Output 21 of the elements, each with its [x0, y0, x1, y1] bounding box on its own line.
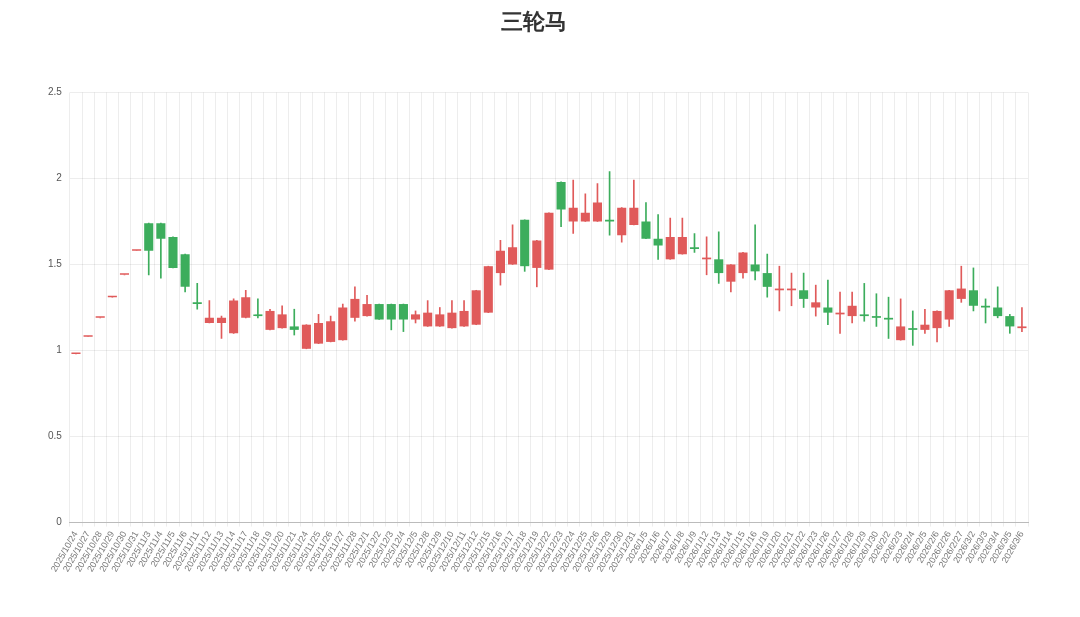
candlestick [714, 231, 724, 284]
candlestick [750, 224, 760, 281]
y-tick-label: 0.5 [48, 430, 63, 442]
candlestick [920, 308, 930, 334]
candlestick [823, 279, 833, 326]
y-tick-label: 2.5 [48, 86, 63, 98]
candlestick [568, 179, 578, 234]
y-tick-label: 1 [56, 344, 63, 356]
candlestick [811, 284, 821, 317]
candlestick [653, 214, 663, 260]
candlestick [859, 283, 869, 322]
y-tick-label: 1.5 [48, 258, 63, 270]
candlestick [192, 283, 202, 310]
y-tick-label: 0 [56, 516, 63, 528]
candlestick [908, 310, 918, 346]
candlestick [253, 298, 263, 319]
candlestick [289, 308, 299, 336]
candlestick [1017, 307, 1027, 332]
chart-title: 三轮马 [501, 8, 567, 34]
candlestick [107, 295, 117, 298]
y-tick-label: 2 [56, 172, 63, 184]
